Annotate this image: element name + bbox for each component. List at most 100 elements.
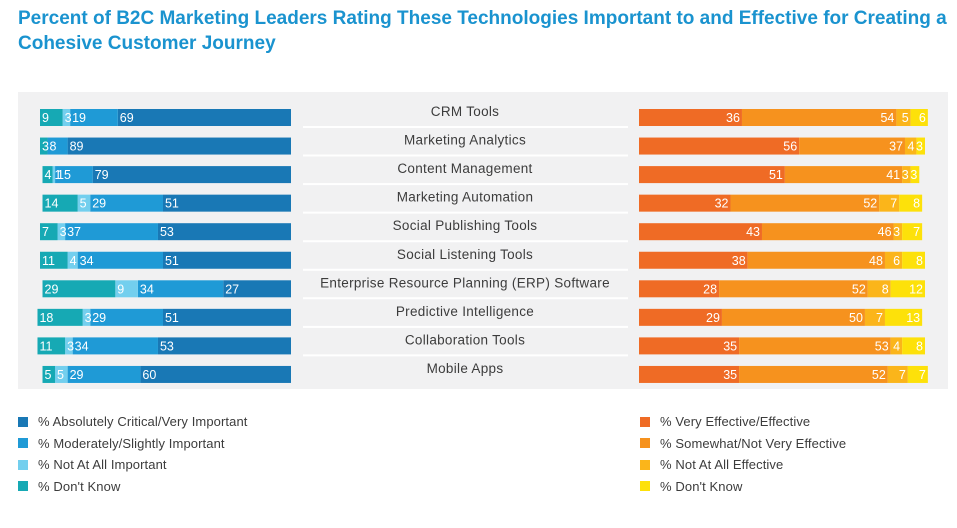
bar-importance-not-at-all-important-crm-tools — [62, 109, 71, 126]
bar-effectiveness-very-effective-effective-marketing-analytics — [639, 137, 800, 155]
bar-importance-not-at-all-important-social-publishing-tools — [57, 223, 66, 241]
data-label-effectiveness-very-effective-effective-marketing-automation: 32 — [715, 197, 729, 211]
bar-effectiveness-not-at-all-effective-predictive-intelligence — [864, 308, 885, 326]
data-label-effectiveness-somewhat-not-very-effective-social-listening-tools: 48 — [869, 254, 883, 268]
data-label-effectiveness-not-at-all-effective-mobile-apps: 7 — [899, 368, 906, 382]
data-label-importance-absolutely-critical-very-important-enterprise-resource-planning-erp-software: 27 — [225, 282, 239, 296]
data-label-importance-absolutely-critical-very-important-mobile-apps: 60 — [142, 368, 156, 382]
bar-effectiveness-somewhat-not-very-effective-crm-tools — [741, 109, 897, 126]
data-label-effectiveness-very-effective-effective-mobile-apps: 35 — [723, 368, 737, 382]
bar-effectiveness-somewhat-not-very-effective-content-management — [784, 166, 903, 184]
category-label-enterprise-resource-planning-erp-software: Enterprise Resource Planning (ERP) Softw… — [320, 275, 610, 290]
bar-effectiveness-don-t-know-collaboration-tools — [902, 337, 925, 355]
data-label-effectiveness-not-at-all-effective-collaboration-tools: 4 — [893, 339, 900, 353]
data-label-effectiveness-don-t-know-crm-tools: 6 — [919, 111, 926, 125]
data-label-effectiveness-don-t-know-enterprise-resource-planning-erp-software: 12 — [909, 282, 923, 296]
data-label-importance-absolutely-critical-very-important-crm-tools: 69 — [120, 111, 134, 125]
bar-importance-moderately-slightly-important-marketing-analytics — [47, 137, 68, 155]
bar-effectiveness-somewhat-not-very-effective-enterprise-resource-planning-erp-software — [719, 280, 868, 298]
category-label-marketing-automation: Marketing Automation — [397, 190, 534, 205]
bar-effectiveness-not-at-all-effective-social-publishing-tools — [893, 223, 903, 241]
data-label-importance-don-t-know-social-listening-tools: 11 — [42, 254, 55, 268]
legend-label: % Don't Know — [660, 478, 743, 494]
data-label-importance-absolutely-critical-very-important-collaboration-tools: 53 — [160, 339, 174, 353]
bar-importance-absolutely-critical-very-important-predictive-intelligence — [162, 308, 291, 326]
bar-effectiveness-not-at-all-effective-social-listening-tools — [884, 251, 903, 269]
data-label-effectiveness-somewhat-not-very-effective-crm-tools: 54 — [880, 111, 894, 125]
bar-importance-absolutely-critical-very-important-crm-tools — [117, 109, 291, 126]
bar-effectiveness-somewhat-not-very-effective-marketing-analytics — [799, 137, 905, 155]
bar-effectiveness-somewhat-not-very-effective-social-listening-tools — [747, 251, 885, 269]
bar-importance-not-at-all-important-social-listening-tools — [67, 251, 78, 269]
data-label-importance-moderately-slightly-important-mobile-apps: 29 — [70, 368, 84, 382]
data-label-effectiveness-don-t-know-marketing-analytics: 3 — [916, 140, 923, 154]
data-label-importance-absolutely-critical-very-important-social-publishing-tools: 53 — [160, 225, 174, 239]
bar-effectiveness-very-effective-effective-mobile-apps — [639, 365, 740, 383]
legend-item-effectiveness-not-at-all-effective: % Not At All Effective — [640, 454, 846, 476]
legend-label: % Don't Know — [38, 478, 121, 494]
bar-effectiveness-don-t-know-enterprise-resource-planning-erp-software — [890, 280, 925, 298]
data-label-importance-not-at-all-important-collaboration-tools: 3 — [67, 339, 74, 353]
data-label-importance-not-at-all-important-social-listening-tools: 4 — [70, 254, 77, 268]
bar-effectiveness-not-at-all-effective-enterprise-resource-planning-erp-software — [867, 280, 891, 298]
data-label-effectiveness-somewhat-not-very-effective-predictive-intelligence: 50 — [849, 311, 863, 325]
data-label-importance-don-t-know-marketing-automation: 14 — [45, 197, 59, 211]
data-label-importance-don-t-know-content-management: 4 — [45, 168, 52, 182]
bar-importance-don-t-know-crm-tools — [40, 109, 63, 126]
category-label-marketing-analytics: Marketing Analytics — [404, 133, 526, 148]
category-label-collaboration-tools: Collaboration Tools — [405, 332, 525, 347]
bar-importance-don-t-know-social-listening-tools — [40, 251, 68, 269]
data-label-importance-not-at-all-important-crm-tools: 3 — [65, 111, 72, 125]
bar-effectiveness-not-at-all-effective-content-management — [902, 166, 911, 184]
data-label-importance-moderately-slightly-important-crm-tools: 19 — [72, 111, 86, 125]
data-label-importance-don-t-know-social-publishing-tools: 7 — [42, 225, 49, 239]
data-label-effectiveness-don-t-know-marketing-automation: 8 — [913, 197, 920, 211]
category-label-social-publishing-tools: Social Publishing Tools — [393, 218, 538, 233]
data-label-importance-moderately-slightly-important-social-publishing-tools: 37 — [67, 225, 81, 239]
data-label-effectiveness-don-t-know-mobile-apps: 7 — [919, 368, 926, 382]
data-label-effectiveness-somewhat-not-very-effective-collaboration-tools: 53 — [875, 339, 889, 353]
bar-importance-moderately-slightly-important-social-listening-tools — [77, 251, 163, 269]
legend-importance: % Absolutely Critical/Very Important % Mo… — [18, 411, 248, 497]
bar-importance-don-t-know-mobile-apps — [42, 365, 56, 383]
legend-label: % Very Effective/Effective — [660, 414, 811, 430]
bar-effectiveness-don-t-know-predictive-intelligence — [884, 308, 923, 326]
bar-importance-not-at-all-important-content-management — [52, 166, 56, 184]
bar-effectiveness-don-t-know-crm-tools — [910, 109, 928, 126]
data-label-importance-not-at-all-important-enterprise-resource-planning-erp-software: 9 — [117, 282, 124, 296]
bar-importance-don-t-know-marketing-automation — [42, 194, 78, 212]
bar-importance-absolutely-critical-very-important-enterprise-resource-planning-erp-software — [223, 280, 291, 298]
data-label-effectiveness-don-t-know-collaboration-tools: 8 — [916, 339, 923, 353]
legend-item-effectiveness-very-effective-effective: % Very Effective/Effective — [640, 411, 846, 433]
data-label-importance-don-t-know-collaboration-tools: 11 — [39, 339, 52, 353]
legend-item-importance-absolutely-critical-very-important: % Absolutely Critical/Very Important — [18, 411, 248, 433]
data-label-importance-absolutely-critical-very-important-marketing-automation: 51 — [165, 197, 179, 211]
bar-effectiveness-somewhat-not-very-effective-mobile-apps — [739, 365, 888, 383]
data-label-importance-moderately-slightly-important-enterprise-resource-planning-erp-software: 34 — [140, 282, 154, 296]
bar-importance-moderately-slightly-important-social-publishing-tools — [65, 223, 158, 241]
bar-effectiveness-don-t-know-marketing-automation — [899, 194, 923, 212]
bar-effectiveness-somewhat-not-very-effective-social-publishing-tools — [761, 223, 894, 241]
category-label-content-management: Content Management — [397, 161, 532, 176]
data-label-effectiveness-don-t-know-content-management: 3 — [910, 168, 917, 182]
data-label-effectiveness-not-at-all-effective-social-listening-tools: 6 — [893, 254, 900, 268]
data-label-importance-absolutely-critical-very-important-predictive-intelligence: 51 — [165, 311, 179, 325]
bar-effectiveness-not-at-all-effective-marketing-analytics — [904, 137, 917, 155]
bar-importance-don-t-know-marketing-analytics — [40, 137, 48, 155]
bar-effectiveness-very-effective-effective-crm-tools — [639, 109, 742, 126]
data-label-importance-moderately-slightly-important-marketing-analytics: 8 — [50, 140, 57, 154]
bar-importance-moderately-slightly-important-enterprise-resource-planning-erp-software — [137, 280, 224, 298]
data-label-effectiveness-somewhat-not-very-effective-marketing-automation: 52 — [863, 197, 877, 211]
data-label-effectiveness-somewhat-not-very-effective-social-publishing-tools: 46 — [878, 225, 892, 239]
legend-item-effectiveness-somewhat-not-very-effective: % Somewhat/Not Very Effective — [640, 433, 846, 455]
bar-importance-absolutely-critical-very-important-social-listening-tools — [162, 251, 291, 269]
bar-importance-moderately-slightly-important-marketing-automation — [90, 194, 163, 212]
legend-swatch — [18, 481, 28, 492]
bar-importance-absolutely-critical-very-important-marketing-automation — [162, 194, 291, 212]
data-label-importance-moderately-slightly-important-predictive-intelligence: 29 — [92, 311, 106, 325]
bar-effectiveness-very-effective-effective-social-listening-tools — [639, 251, 748, 269]
bar-effectiveness-don-t-know-marketing-analytics — [916, 137, 925, 155]
legend-item-importance-moderately-slightly-important: % Moderately/Slightly Important — [18, 433, 248, 455]
data-label-effectiveness-very-effective-effective-collaboration-tools: 35 — [723, 339, 737, 353]
bar-effectiveness-somewhat-not-very-effective-predictive-intelligence — [721, 308, 865, 326]
